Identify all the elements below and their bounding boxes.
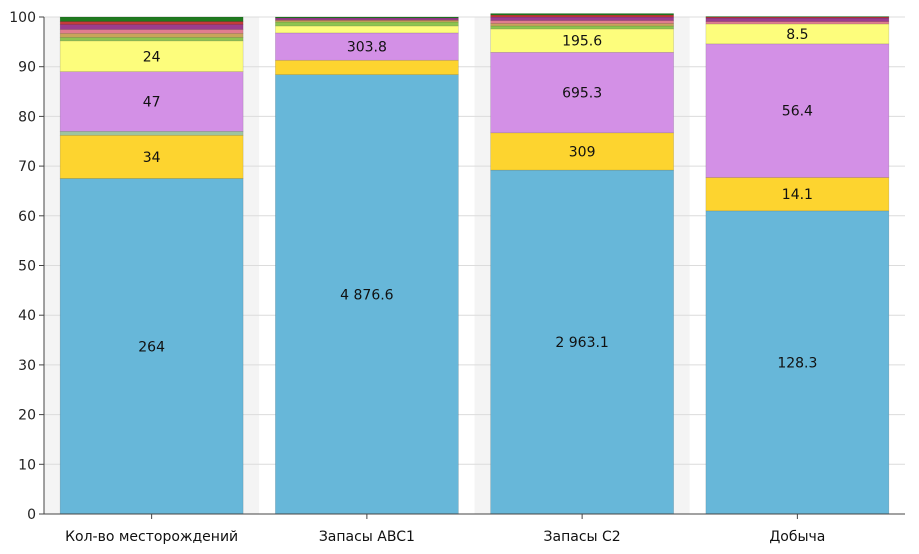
y-tick-label: 80 [18,109,36,125]
y-tick-labels: 0 10 20 30 40 50 60 70 80 90 100 [9,10,36,523]
y-tick-label: 100 [9,10,36,26]
bar-segment [705,210,890,515]
y-tick-label: 10 [18,457,36,473]
x-tick-label: Запасы ABC1 [319,529,415,545]
y-tick-label: 90 [18,60,36,76]
bar-segment [490,16,674,21]
data-label: 128.3 [777,355,817,371]
x-tick-labels: Кол-во месторождений Запасы ABC1 Запасы C2… [65,529,825,545]
data-label: 2 963.1 [555,335,608,351]
data-label: 24 [143,49,161,65]
axes [39,16,905,519]
bar-segment [59,178,244,515]
bar-segment [705,17,890,22]
bar-segment [705,177,890,212]
data-label: 34 [143,150,161,166]
bar-segment [490,20,674,24]
bar-segment [705,21,890,25]
data-labels: 264 34 47 24 4 876.6 303.8 2 963.1 309 695.3 195.… [138,27,817,372]
data-label: 309 [569,144,596,160]
data-label: 47 [143,94,161,110]
bar-segment [59,40,244,72]
bar-segment [275,16,459,19]
y-tick-label: 30 [18,358,36,374]
x-tick-label: Добыча [769,529,825,545]
bar-segment [275,59,459,75]
y-tick-label: 40 [18,308,36,324]
bar-segments [59,13,890,515]
bar-segment [490,25,674,30]
bar-segment [59,16,244,22]
x-tick-label: Кол-во месторождений [65,529,238,545]
bar-segment [59,131,244,136]
bar-segment [490,169,674,515]
bar-segment [59,29,244,34]
y-tick-label: 50 [18,259,36,275]
y-tick-label: 60 [18,209,36,225]
bar-segment [275,21,459,27]
data-label: 4 876.6 [340,287,394,303]
y-tick-label: 70 [18,159,36,175]
bar-segment [490,132,674,171]
bar-segment [59,24,244,30]
data-label: 264 [138,339,165,355]
data-label: 695.3 [562,86,602,102]
bar-segment [490,23,674,27]
bar-segment [59,134,244,179]
y-tick-label: 20 [18,408,36,424]
bar-segment [275,74,459,515]
data-label: 195.6 [562,34,602,50]
data-label: 14.1 [782,187,813,203]
bar-segment [59,37,244,42]
bar-segment [705,43,890,178]
bar-segment [490,13,674,16]
data-label: 8.5 [786,27,808,43]
x-tick-label: Запасы C2 [544,529,621,545]
bar-segment [275,32,459,61]
y-tick-label: 0 [27,507,36,523]
data-label: 56.4 [782,104,813,120]
bar-segment [275,25,459,34]
data-label: 303.8 [347,40,387,56]
bar-segment [490,51,674,134]
bar-segment [59,71,244,132]
bar-segment [59,21,244,25]
bar-segment [59,33,244,38]
